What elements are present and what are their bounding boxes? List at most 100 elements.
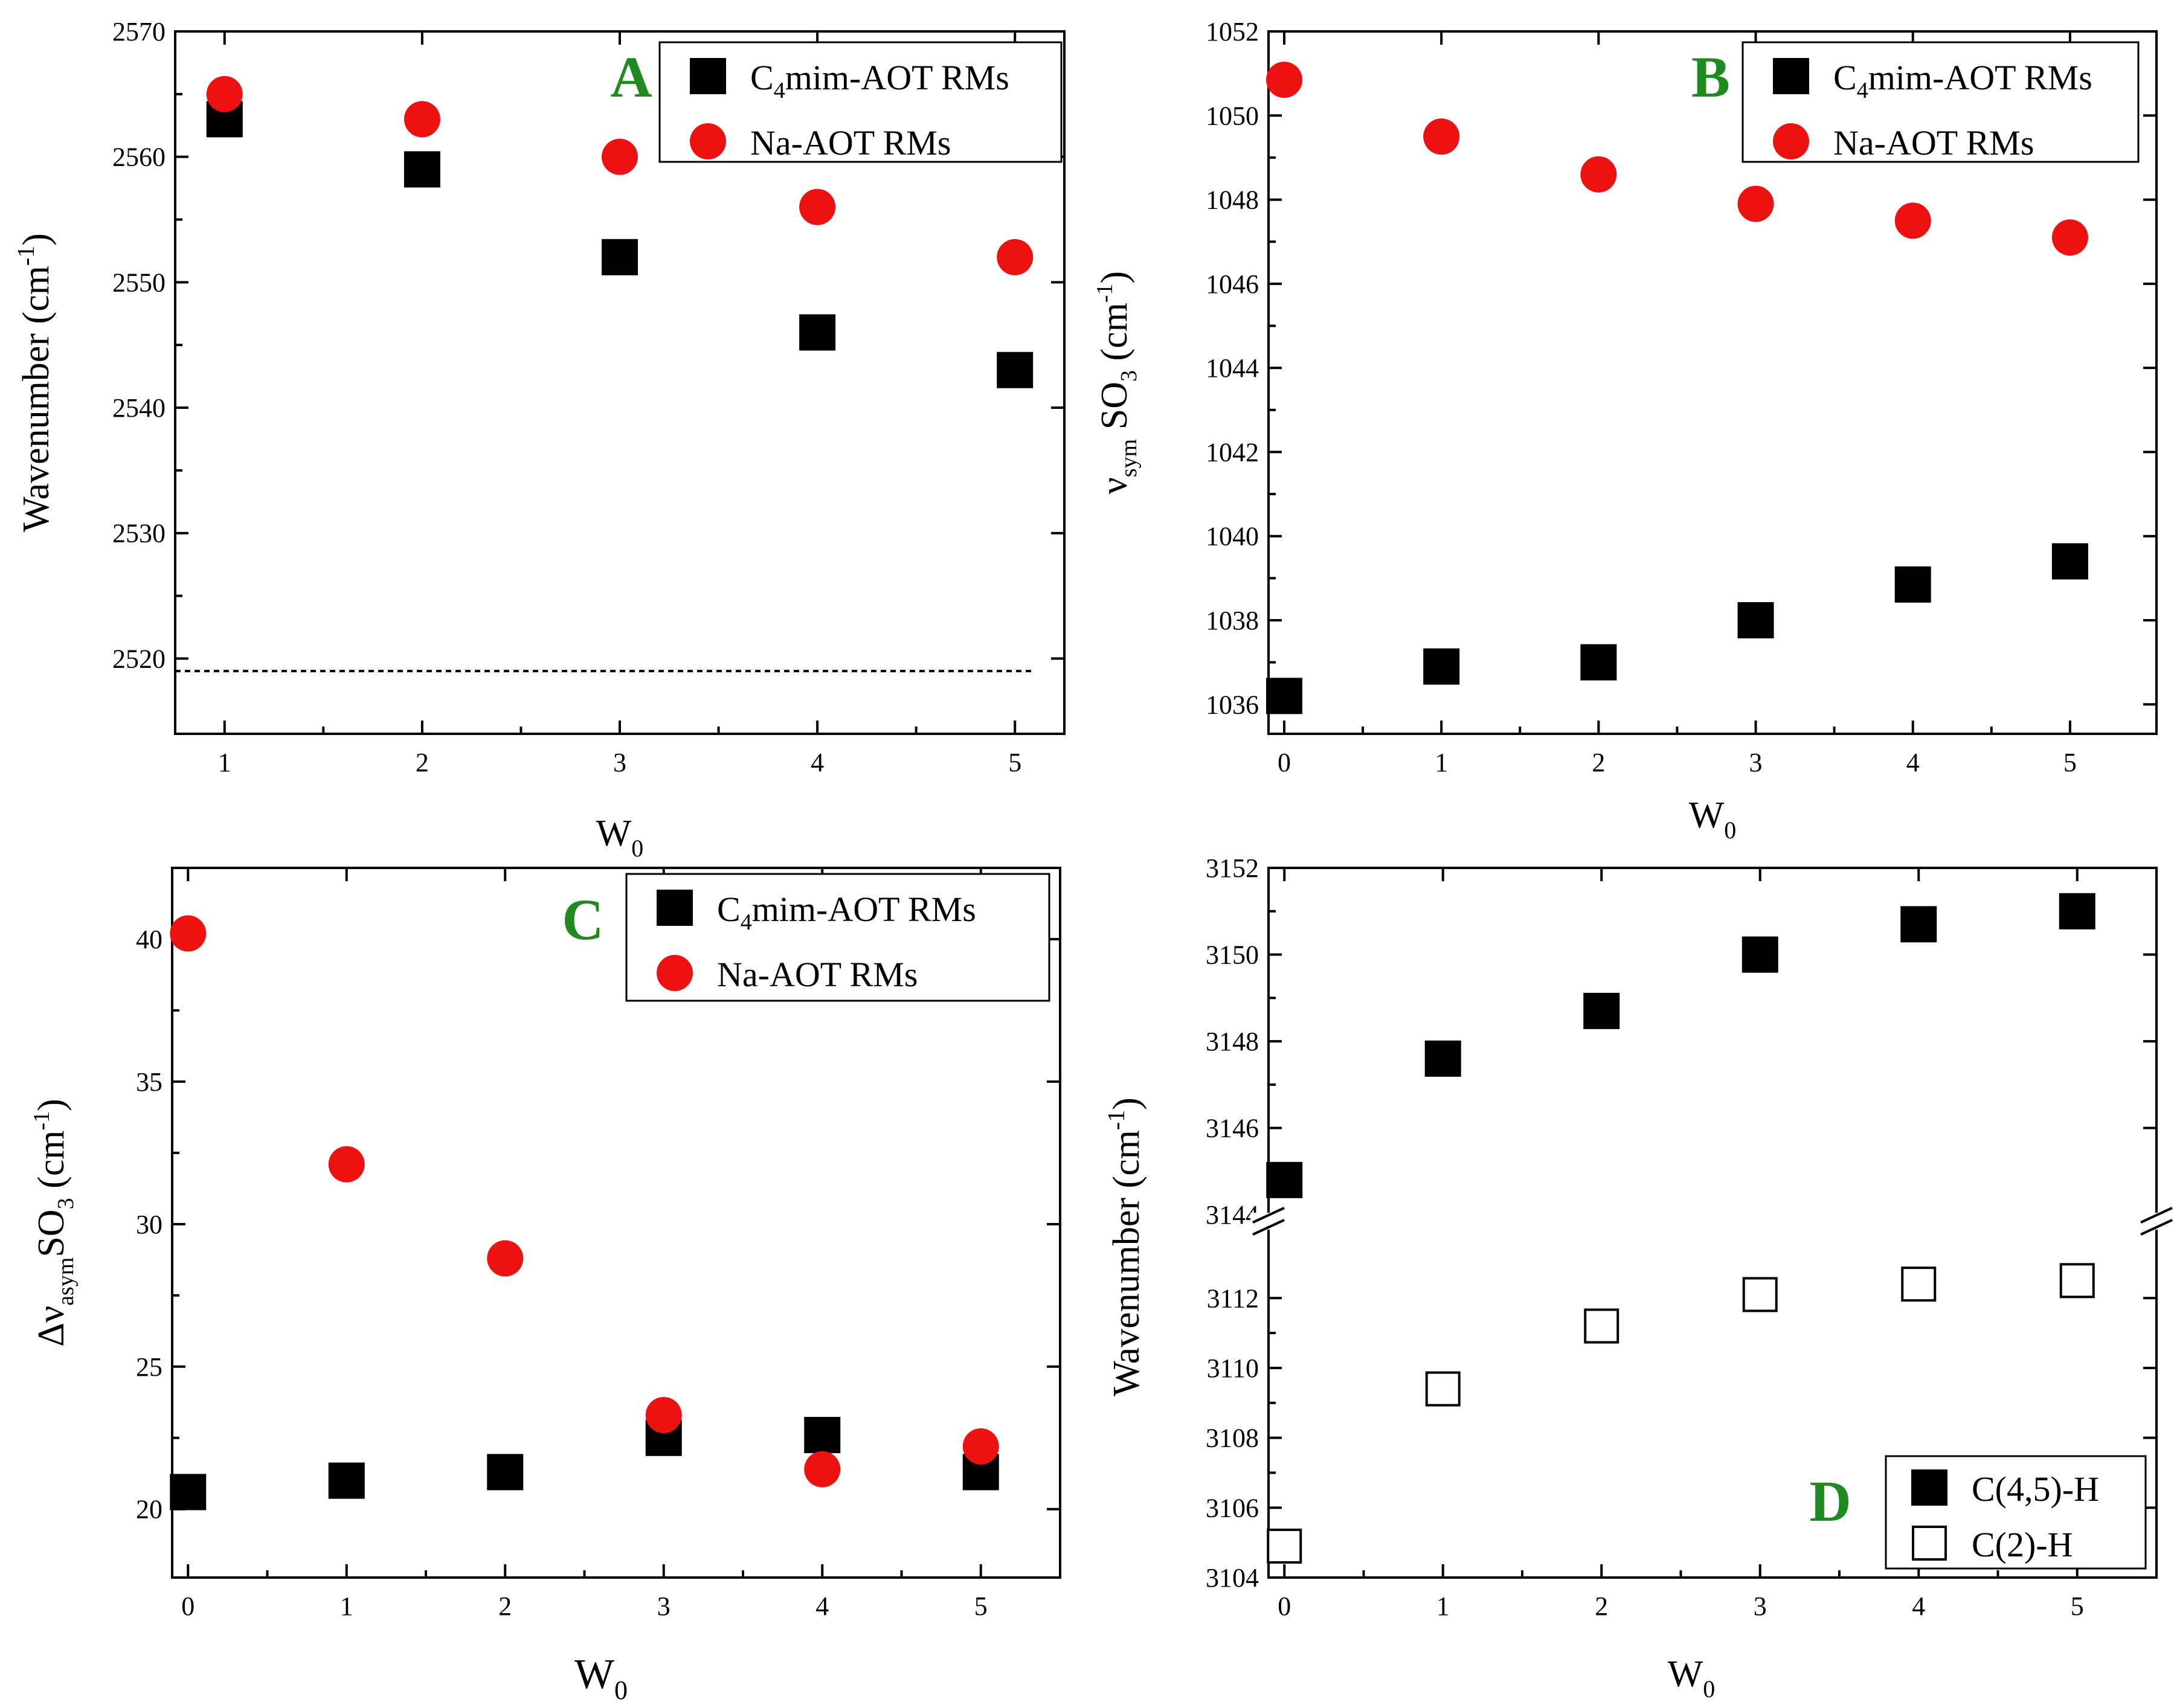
data-point	[602, 138, 638, 175]
data-point	[2059, 1263, 2095, 1299]
y-tick-label: 1052	[1206, 17, 1259, 47]
legend-marker	[1773, 123, 1809, 159]
legend-label-main: Na-AOT RMs	[717, 955, 918, 994]
legend-label: Na-AOT RMs	[1833, 123, 2034, 162]
y-tick-label: 1042	[1206, 437, 1259, 467]
y-tick-label: 2540	[112, 393, 166, 423]
data-point	[804, 1417, 841, 1454]
data-point	[487, 1240, 524, 1277]
y-tick-label: 1040	[1206, 522, 1259, 551]
y-tick-label: 2520	[112, 644, 166, 673]
data-point	[962, 1428, 999, 1465]
axis-break-mark	[1252, 1207, 1285, 1224]
legend: C4mim-AOT RMs Na-AOT RMs	[625, 873, 1050, 1002]
x-axis-title: W0	[596, 813, 644, 862]
series-1	[1267, 1263, 2095, 1564]
legend-label-sub: 4	[774, 78, 785, 103]
y-axis-title-close: )	[1094, 271, 1135, 284]
y-tick-label: 3112	[1207, 1283, 1259, 1313]
x-axis-title-sub: 0	[1703, 1675, 1715, 1703]
y-axis-title-close: )	[31, 1099, 72, 1111]
series-1	[206, 75, 1034, 275]
legend-marker	[1911, 1469, 1947, 1506]
series-1	[1266, 62, 2088, 256]
data-point	[799, 188, 836, 225]
legend-label: Na-AOT RMs	[717, 955, 918, 994]
legend-label: C4mim-AOT RMs	[750, 58, 1009, 103]
x-tick-label: 3	[1754, 1591, 1767, 1621]
y-axis-title-main: SO	[31, 1209, 72, 1257]
data-point	[645, 1397, 682, 1434]
y-axis-title-greek-sub: sym	[1116, 439, 1142, 477]
data-point	[1266, 678, 1303, 714]
legend-label-rest: mim-AOT RMs	[1868, 58, 2092, 97]
y-tick-label: 3108	[1206, 1424, 1259, 1453]
axis-break-mark	[2140, 1219, 2173, 1236]
y-tick-label: 3104	[1206, 1563, 1259, 1593]
x-tick-label: 5	[2063, 748, 2077, 777]
x-tick-label: 2	[498, 1591, 512, 1621]
x-tick-label: 2	[416, 748, 429, 777]
y-axis-title-sup: -1	[12, 246, 39, 266]
data-point	[1737, 602, 1774, 638]
y-tick-label: 3150	[1206, 940, 1259, 970]
series-0	[1266, 543, 2088, 714]
x-tick-label: 1	[218, 748, 231, 777]
y-axis-title: ΔνasymSO3 (cm-1)	[29, 1099, 79, 1347]
legend-label: C4mim-AOT RMs	[717, 890, 976, 935]
x-tick-label: 2	[1592, 748, 1605, 777]
y-axis-title-greek-sub: asym	[53, 1257, 79, 1306]
x-axis-title: W0	[574, 1651, 628, 1705]
y-axis-title-main: Wavenumber (cm	[16, 266, 57, 532]
x-tick-label: 4	[1906, 748, 1920, 777]
data-point	[1424, 1040, 1461, 1077]
legend-marker	[690, 123, 726, 159]
legend-label-sub: 4	[741, 910, 752, 935]
x-tick-label: 4	[811, 748, 824, 777]
data-point	[997, 239, 1034, 275]
y-axis-title-close: )	[1106, 1097, 1147, 1110]
y-axis-title-main: SO	[1094, 382, 1135, 439]
y-tick-label: 1036	[1206, 690, 1259, 719]
legend: C(4,5)-H C(2)-H	[1885, 1455, 2147, 1570]
y-tick-label: 1050	[1206, 101, 1259, 130]
data-point	[1737, 185, 1774, 222]
x-tick-label: 5	[1008, 748, 1021, 777]
data-point	[997, 352, 1034, 388]
legend-marker	[1912, 1526, 1947, 1561]
series-0	[1266, 893, 2095, 1198]
y-axis-title: νsym SO3 (cm-1)	[1092, 271, 1142, 494]
x-tick-label: 1	[340, 1591, 353, 1621]
panel-letter: D	[1809, 1469, 1851, 1533]
panel-b: 0 1 2 3 4 5 1036 1038 1040 1042 1044 1046 1048 1050 10…	[1092, 17, 2158, 844]
y-tick-label: 2550	[112, 268, 166, 297]
y-axis-title-sub: 3	[53, 1198, 79, 1209]
y-tick-label: 1038	[1206, 606, 1259, 635]
x-tick-label: 3	[1749, 748, 1763, 777]
x-axis-title-sub: 0	[614, 1675, 628, 1705]
y-tick-label: 1046	[1206, 269, 1259, 299]
data-point	[206, 75, 243, 112]
data-point	[1425, 1371, 1461, 1407]
data-point	[1901, 1267, 1937, 1302]
x-axis-title-main: W	[1668, 1654, 1703, 1695]
x-axis-title: W0	[1668, 1654, 1716, 1703]
x-tick-label: 1	[1435, 748, 1448, 777]
legend-label-main: C	[750, 58, 774, 97]
y-tick-label: 2560	[112, 143, 166, 172]
plot-frame	[1267, 30, 2158, 735]
axis-break-mark	[2140, 1207, 2173, 1224]
data-point	[2051, 543, 2088, 580]
data-point	[1742, 1277, 1778, 1312]
data-point	[804, 1451, 841, 1488]
y-axis-title-greek: Δν	[31, 1306, 72, 1347]
y-tick-label: 1044	[1206, 353, 1259, 383]
data-point	[1580, 644, 1617, 681]
legend-label-main: C(2)-H	[1972, 1525, 2073, 1564]
x-axis-title-sub: 0	[631, 835, 643, 862]
legend-marker	[1773, 58, 1809, 94]
data-point	[487, 1454, 524, 1491]
data-point	[170, 1474, 207, 1511]
x-tick-label: 4	[815, 1591, 829, 1621]
